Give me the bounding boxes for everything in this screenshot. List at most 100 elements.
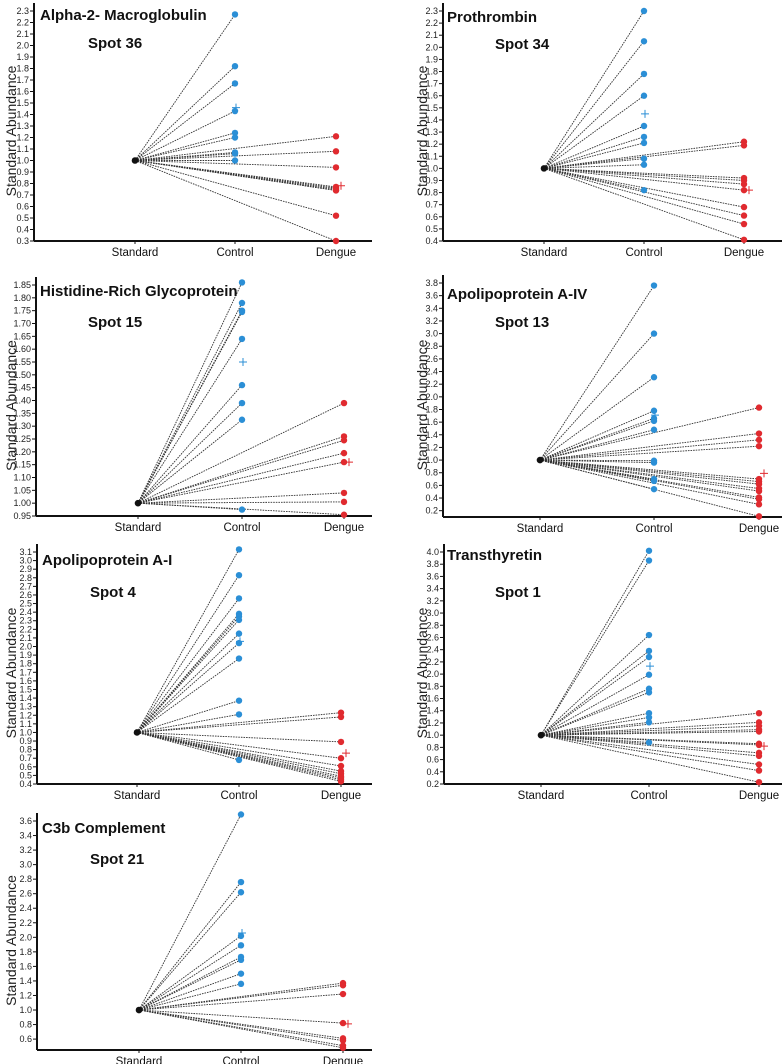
connector-line-control: [137, 419, 243, 504]
connector-line-dengue: [543, 167, 745, 179]
y-tick-label: 1.3: [425, 127, 438, 137]
connector-line-control: [136, 549, 240, 733]
data-point-standard: [131, 157, 139, 164]
data-point-control: [645, 647, 653, 655]
mean-marker-control: [238, 928, 246, 937]
data-point-control: [640, 92, 648, 99]
y-tick-label: 3.0: [19, 860, 32, 870]
connector-line-dengue: [543, 167, 745, 241]
data-point-dengue: [332, 148, 340, 155]
y-tick-label: 0.2: [425, 506, 438, 516]
panel-4: 0.2 0.4 0.6 0.8 1.0 1.2 1.4 1.6 1.8 2.0 2.2 2.4 2.6 2…: [414, 275, 782, 535]
data-point-dengue: [339, 1037, 347, 1044]
connector-line-dengue: [138, 1009, 344, 1039]
connector-line-control: [136, 574, 240, 733]
connector-line-dengue: [136, 712, 342, 733]
y-tick-label: 0.8: [16, 179, 29, 189]
y-tick-label: 0.6: [425, 212, 438, 222]
data-point-control: [238, 279, 246, 286]
connector-line-dengue: [539, 459, 760, 500]
connector-line-control: [540, 560, 650, 736]
connector-line-dengue: [138, 1009, 344, 1049]
x-tick-label-standard: Standard: [518, 790, 565, 802]
data-point-control: [640, 186, 648, 194]
data-point-dengue: [755, 767, 763, 774]
connector-line-control: [138, 891, 242, 1011]
x-tick-label-standard: Standard: [114, 790, 161, 802]
y-axis-label: Standard Abundance: [414, 339, 430, 470]
y-tick-label: 1.0: [425, 163, 438, 173]
connector-line-dengue: [137, 492, 345, 504]
data-point-dengue: [755, 436, 763, 444]
y-tick-label: 1.30: [13, 421, 31, 431]
data-point-control: [231, 157, 239, 164]
data-point-control: [650, 485, 658, 493]
connector-line-control: [540, 650, 650, 736]
connector-line-control: [543, 40, 645, 169]
connector-line-dengue: [539, 459, 760, 517]
panel-spot-label: Spot 21: [90, 851, 144, 868]
data-point-dengue: [755, 741, 763, 749]
x-tick-label-standard: Standard: [116, 1056, 163, 1064]
y-tick-label: 0.8: [19, 1020, 32, 1030]
data-point-dengue: [340, 498, 348, 506]
connector-line-control: [138, 944, 242, 1011]
mean-marker-control: [232, 103, 240, 112]
data-point-control: [235, 572, 243, 579]
data-point-control: [238, 416, 246, 423]
y-tick-label: 0.6: [19, 762, 32, 772]
connector-line-dengue: [138, 993, 344, 1011]
y-tick-label: 1.1: [19, 719, 32, 729]
y-axis-label: Standard Abundance: [414, 65, 430, 196]
y-tick-label: 1.1: [16, 144, 29, 154]
data-point-dengue: [755, 778, 763, 786]
connector-line-control: [540, 550, 650, 736]
panel-title: Alpha-2- Macroglobulin: [40, 7, 207, 24]
connector-line-dengue: [543, 167, 745, 191]
data-point-control: [231, 107, 239, 115]
y-tick-label: 2.7: [19, 581, 32, 591]
connector-line-dengue: [539, 407, 760, 461]
connector-line-control: [543, 164, 645, 169]
y-tick-label: 2.0: [426, 669, 439, 679]
connector-line-dengue: [539, 459, 760, 485]
y-axis-label: Standard Abundance: [3, 340, 19, 471]
x-tick-label-control: Control: [625, 247, 662, 259]
y-tick-label: 0.6: [425, 480, 438, 490]
y-tick-label: 1.00: [13, 498, 31, 508]
connector-line-control: [539, 429, 655, 461]
y-tick-label: 1.75: [13, 306, 31, 316]
connector-line-dengue: [540, 734, 760, 757]
connector-line-control: [136, 642, 240, 733]
connector-line-control: [138, 959, 242, 1011]
connector-line-dengue: [134, 160, 337, 190]
connector-line-control: [540, 717, 650, 736]
y-tick-label: 1.5: [16, 98, 29, 108]
connector-line-dengue: [138, 1009, 344, 1024]
y-tick-label: 1.3: [19, 702, 32, 712]
data-point-control: [237, 956, 245, 964]
connector-line-control: [539, 285, 655, 461]
x-tick-label-control: Control: [222, 1056, 259, 1064]
connector-line-dengue: [138, 984, 344, 1011]
y-tick-label: 2.8: [19, 573, 32, 583]
connector-line-dengue: [539, 439, 760, 461]
y-tick-label: 1.65: [13, 331, 31, 341]
x-tick-label-dengue: Dengue: [724, 247, 764, 259]
data-point-standard: [133, 729, 141, 736]
y-tick-label: 2.2: [426, 657, 439, 667]
data-point-control: [235, 546, 243, 553]
connector-line-control: [136, 598, 240, 733]
y-tick-label: 3.8: [425, 278, 438, 288]
connector-line-control: [137, 302, 243, 504]
data-point-dengue: [339, 1019, 347, 1027]
data-point-dengue: [339, 982, 347, 989]
connector-line-control: [543, 142, 645, 169]
y-tick-label: 1.0: [19, 1005, 32, 1015]
y-tick-label: 1.8: [19, 947, 32, 957]
data-point-control: [645, 557, 653, 564]
data-point-control: [650, 407, 658, 414]
connector-line-control: [134, 14, 236, 161]
y-tick-label: 2.3: [19, 616, 32, 626]
connector-line-dengue: [539, 459, 760, 483]
